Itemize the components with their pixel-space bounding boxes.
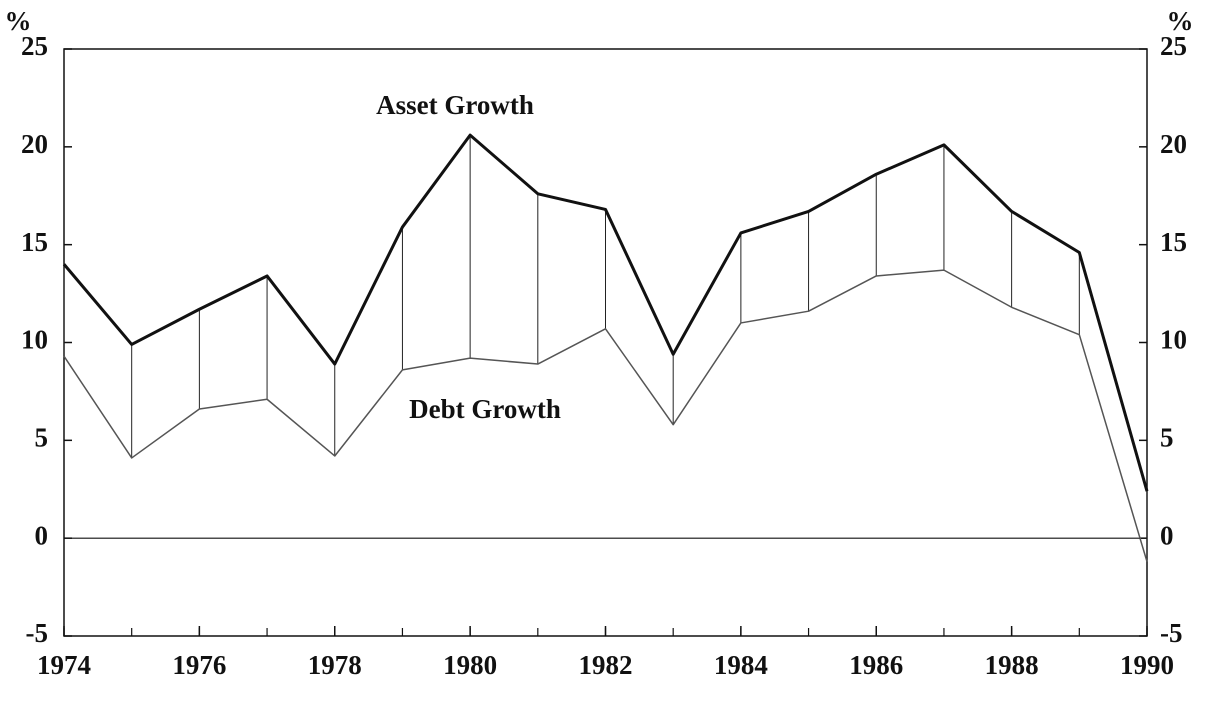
x-tick-label: 1982 xyxy=(579,650,633,680)
x-tick-label: 1976 xyxy=(172,650,226,680)
y-tick-label: -5 xyxy=(26,618,49,648)
y2-tick-label: 15 xyxy=(1160,227,1187,257)
series-line xyxy=(63,269,1148,562)
y-tick-label: 0 xyxy=(35,520,49,550)
x-tick-label: 1978 xyxy=(308,650,362,680)
plot-frame xyxy=(63,48,1148,637)
y2-axis-label: % xyxy=(1167,6,1194,36)
y2-tick-label: 5 xyxy=(1160,423,1174,453)
x-tick-label: 1984 xyxy=(714,650,768,680)
y2-tick-label: 10 xyxy=(1160,325,1187,355)
y-tick-label: 5 xyxy=(35,423,49,453)
y-axis-label: % xyxy=(5,6,32,36)
y2-tick-label: -5 xyxy=(1160,618,1183,648)
x-tick-label: 1980 xyxy=(443,650,497,680)
x-tick-label: 1974 xyxy=(37,650,91,680)
y-tick-label: 20 xyxy=(21,129,48,159)
annotation: Debt Growth xyxy=(409,394,561,424)
x-tick-label: 1990 xyxy=(1120,650,1174,680)
x-tick-label: 1986 xyxy=(849,650,903,680)
y-tick-label: 10 xyxy=(21,325,48,355)
series-line xyxy=(62,133,1149,492)
y2-tick-label: 0 xyxy=(1160,520,1174,550)
y-tick-label: 25 xyxy=(21,31,48,61)
annotation: Asset Growth xyxy=(376,90,534,120)
x-tick-label: 1988 xyxy=(985,650,1039,680)
y2-tick-label: 25 xyxy=(1160,31,1187,61)
y2-tick-label: 20 xyxy=(1160,129,1187,159)
y-tick-label: 15 xyxy=(21,227,48,257)
